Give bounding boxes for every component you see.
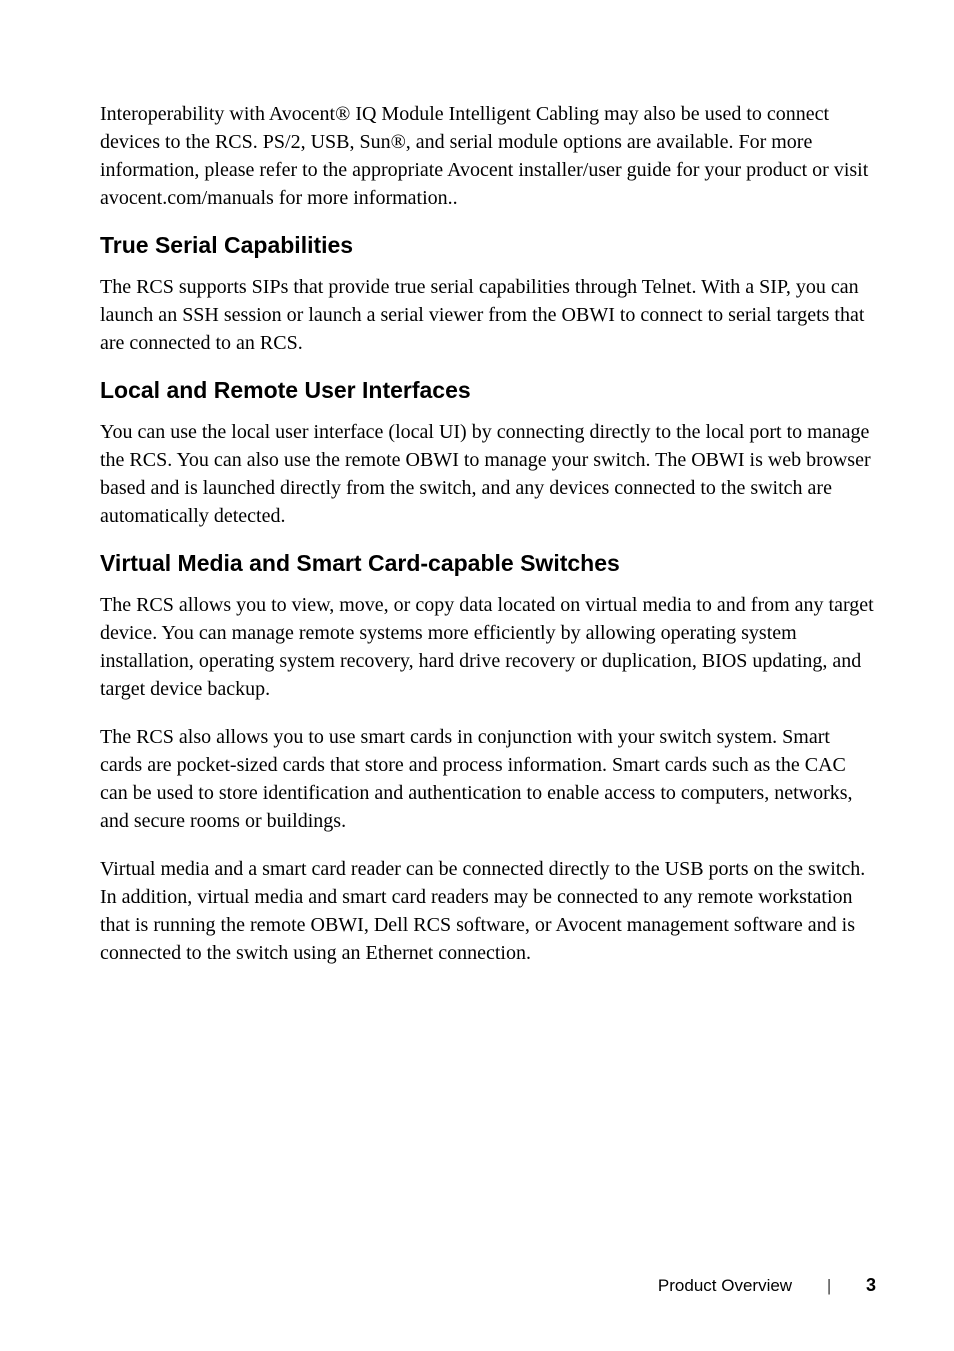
local-remote-paragraph: You can use the local user interface (lo… [100, 418, 876, 530]
intro-paragraph: Interoperability with Avocent® IQ Module… [100, 100, 876, 212]
virtual-media-paragraph-1: The RCS allows you to view, move, or cop… [100, 591, 876, 703]
virtual-media-paragraph-2: The RCS also allows you to use smart car… [100, 723, 876, 835]
footer-page-number: 3 [866, 1275, 876, 1295]
heading-virtual-media: Virtual Media and Smart Card-capable Swi… [100, 550, 876, 577]
true-serial-paragraph: The RCS supports SIPs that provide true … [100, 273, 876, 357]
heading-true-serial: True Serial Capabilities [100, 232, 876, 259]
virtual-media-paragraph-3: Virtual media and a smart card reader ca… [100, 855, 876, 967]
heading-local-remote: Local and Remote User Interfaces [100, 377, 876, 404]
footer-section-label: Product Overview [658, 1276, 792, 1295]
page-footer: Product Overview | 3 [658, 1275, 876, 1296]
footer-separator: | [827, 1276, 831, 1295]
